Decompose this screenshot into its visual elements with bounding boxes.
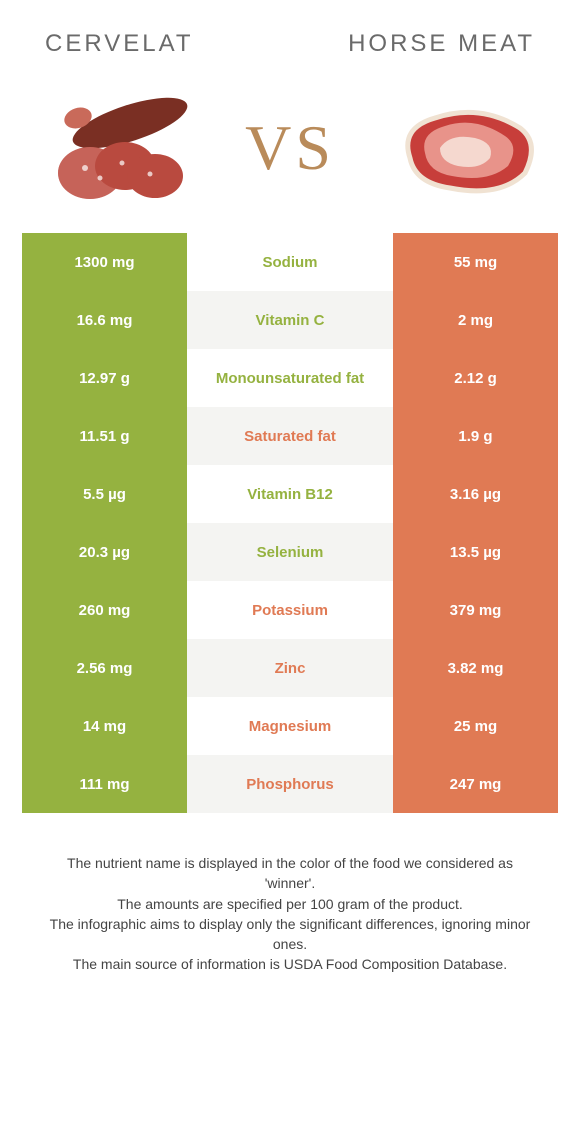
nutrient-name-cell: Potassium	[187, 581, 393, 639]
table-row: 260 mgPotassium379 mg	[22, 581, 558, 639]
nutrient-name-cell: Saturated fat	[187, 407, 393, 465]
left-value-cell: 20.3 µg	[22, 523, 187, 581]
footnote-line: The nutrient name is displayed in the co…	[40, 853, 540, 894]
hero-row: VS	[20, 78, 560, 233]
steak-icon	[380, 88, 550, 208]
nutrient-name-cell: Zinc	[187, 639, 393, 697]
table-row: 12.97 gMonounsaturated fat2.12 g	[22, 349, 558, 407]
nutrient-name-cell: Vitamin C	[187, 291, 393, 349]
nutrient-name-cell: Monounsaturated fat	[187, 349, 393, 407]
left-value-cell: 260 mg	[22, 581, 187, 639]
left-value-cell: 12.97 g	[22, 349, 187, 407]
table-row: 16.6 mgVitamin C2 mg	[22, 291, 558, 349]
left-value-cell: 111 mg	[22, 755, 187, 813]
right-value-cell: 2.12 g	[393, 349, 558, 407]
nutrient-name-cell: Magnesium	[187, 697, 393, 755]
footnotes: The nutrient name is displayed in the co…	[20, 813, 560, 975]
left-food-title: Cervelat	[45, 30, 194, 58]
table-row: 14 mgMagnesium25 mg	[22, 697, 558, 755]
title-row: Cervelat Horse meat	[20, 30, 560, 78]
nutrient-name-cell: Phosphorus	[187, 755, 393, 813]
right-food-title: Horse meat	[348, 30, 535, 58]
footnote-line: The main source of information is USDA F…	[40, 954, 540, 974]
comparison-table: 1300 mgSodium55 mg16.6 mgVitamin C2 mg12…	[20, 233, 560, 813]
left-value-cell: 1300 mg	[22, 233, 187, 291]
right-value-cell: 1.9 g	[393, 407, 558, 465]
horse-meat-image	[380, 88, 550, 208]
left-value-cell: 5.5 µg	[22, 465, 187, 523]
footnote-line: The infographic aims to display only the…	[40, 914, 540, 955]
right-value-cell: 379 mg	[393, 581, 558, 639]
vs-label: VS	[245, 111, 335, 185]
table-row: 111 mgPhosphorus247 mg	[22, 755, 558, 813]
table-row: 1300 mgSodium55 mg	[22, 233, 558, 291]
table-row: 20.3 µgSelenium13.5 µg	[22, 523, 558, 581]
right-value-cell: 13.5 µg	[393, 523, 558, 581]
left-value-cell: 16.6 mg	[22, 291, 187, 349]
right-value-cell: 55 mg	[393, 233, 558, 291]
right-value-cell: 3.82 mg	[393, 639, 558, 697]
left-value-cell: 2.56 mg	[22, 639, 187, 697]
left-value-cell: 14 mg	[22, 697, 187, 755]
table-row: 2.56 mgZinc3.82 mg	[22, 639, 558, 697]
salami-icon	[30, 88, 200, 208]
nutrient-name-cell: Sodium	[187, 233, 393, 291]
right-value-cell: 247 mg	[393, 755, 558, 813]
nutrient-name-cell: Vitamin B12	[187, 465, 393, 523]
nutrient-name-cell: Selenium	[187, 523, 393, 581]
left-value-cell: 11.51 g	[22, 407, 187, 465]
right-value-cell: 25 mg	[393, 697, 558, 755]
table-row: 5.5 µgVitamin B123.16 µg	[22, 465, 558, 523]
footnote-line: The amounts are specified per 100 gram o…	[40, 894, 540, 914]
right-value-cell: 3.16 µg	[393, 465, 558, 523]
table-row: 11.51 gSaturated fat1.9 g	[22, 407, 558, 465]
cervelat-image	[30, 88, 200, 208]
right-value-cell: 2 mg	[393, 291, 558, 349]
